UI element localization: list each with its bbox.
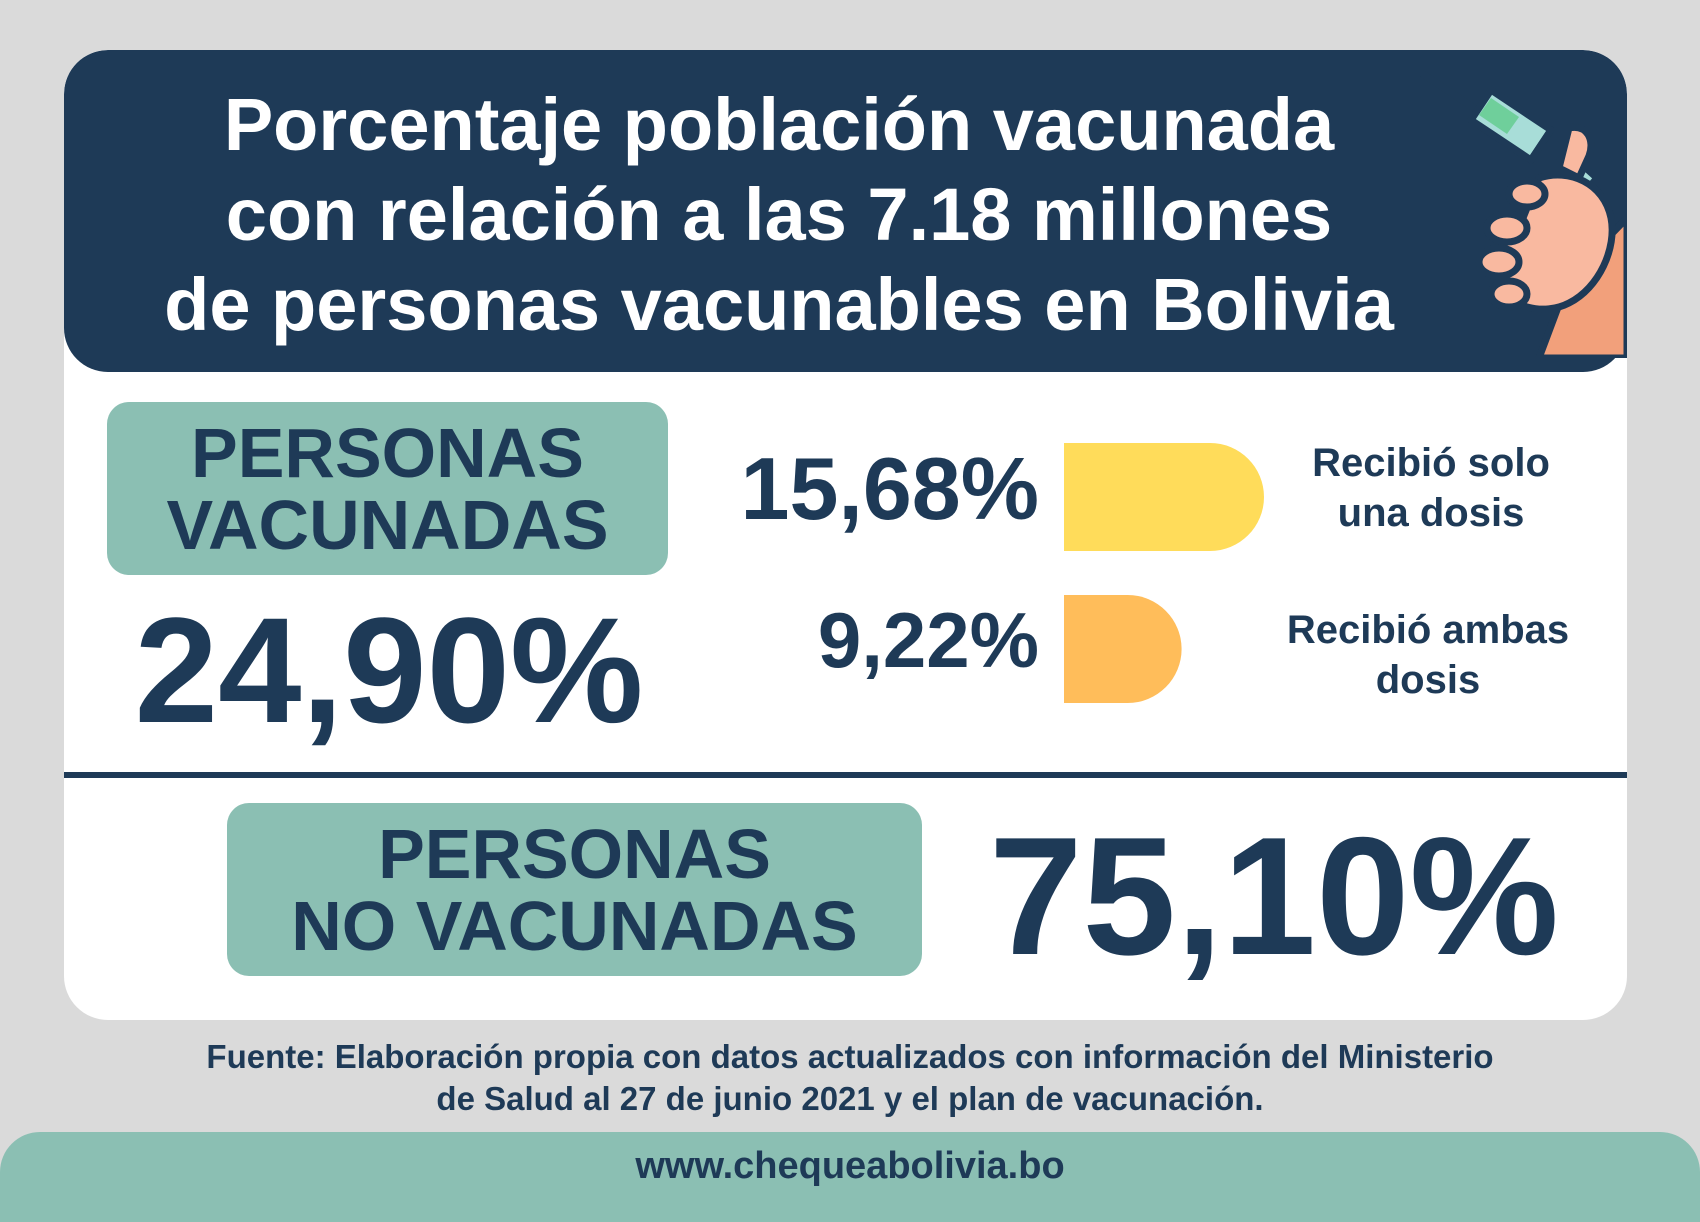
footer-bar: www.chequeabolivia.bo: [0, 1132, 1700, 1222]
page-title: Porcentaje población vacunada con relaci…: [164, 83, 1394, 346]
infographic-card: Porcentaje población vacunada con relaci…: [64, 50, 1627, 1020]
two-doses-label: Recibió ambas dosis: [1286, 608, 1570, 702]
syringe-in-hand-icon: [1419, 70, 1627, 358]
not-vaccinated-label: PERSONAS NO VACUNADAS: [227, 803, 922, 976]
vaccinated-total-value: 24,90%: [134, 586, 644, 754]
source-note: Fuente: Elaboración propia con datos act…: [206, 1038, 1494, 1117]
website-url[interactable]: www.chequeabolivia.bo: [635, 1145, 1065, 1187]
one-dose-value: 15,68%: [740, 439, 1039, 538]
section-divider: [64, 772, 1627, 778]
not-vaccinated-value: 75,10%: [989, 802, 1559, 990]
one-dose-label: Recibió solo una dosis: [1312, 441, 1550, 535]
bar-one-dose: [1064, 443, 1264, 551]
bar-two-doses: [1064, 595, 1182, 703]
vaccinated-label: PERSONAS VACUNADAS: [107, 402, 668, 575]
header-banner: Porcentaje población vacunada con relaci…: [64, 50, 1627, 372]
dose-bar-chart: [1064, 443, 1264, 703]
two-doses-value: 9,22%: [817, 596, 1039, 684]
